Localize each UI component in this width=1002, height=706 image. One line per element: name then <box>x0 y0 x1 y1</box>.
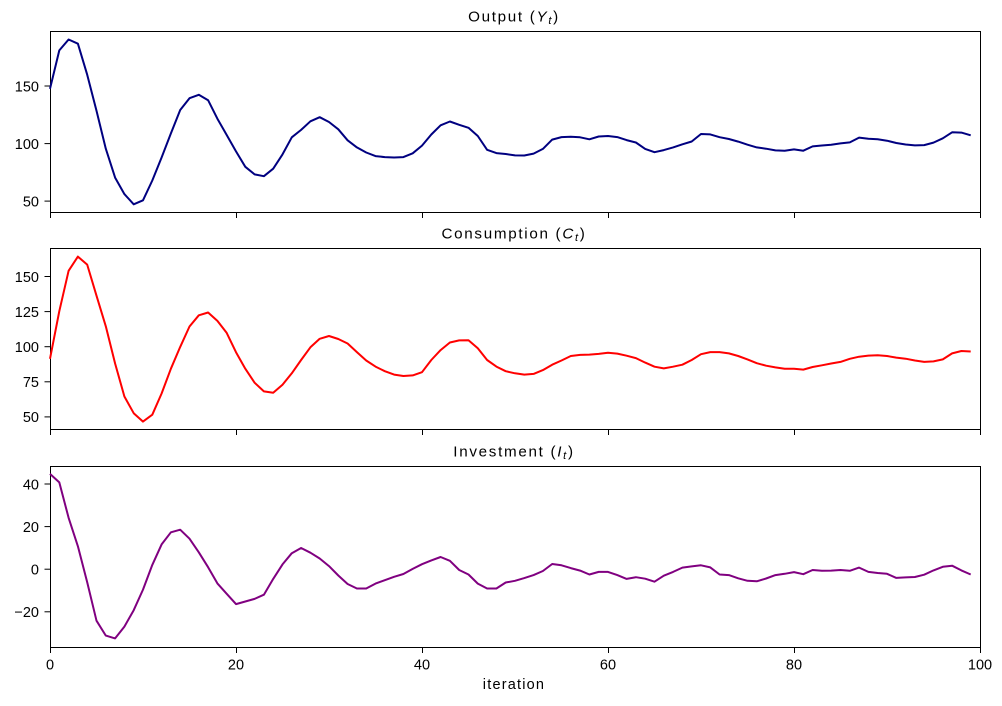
svg-text:0: 0 <box>31 563 39 579</box>
svg-text:20: 20 <box>23 520 39 536</box>
svg-text:40: 40 <box>414 658 430 674</box>
svg-text:125: 125 <box>15 305 39 321</box>
svg-text:150: 150 <box>15 79 39 95</box>
svg-text:−20: −20 <box>14 605 39 621</box>
svg-text:Investment (It): Investment (It) <box>453 444 574 463</box>
svg-text:50: 50 <box>23 194 39 210</box>
svg-text:80: 80 <box>786 658 802 674</box>
svg-text:100: 100 <box>15 340 39 356</box>
svg-text:100: 100 <box>15 137 39 153</box>
svg-text:Output (Yt): Output (Yt) <box>468 8 560 27</box>
svg-text:150: 150 <box>15 270 39 286</box>
svg-text:20: 20 <box>228 658 244 674</box>
svg-text:0: 0 <box>46 658 54 674</box>
svg-text:50: 50 <box>23 410 39 426</box>
svg-text:40: 40 <box>23 477 39 493</box>
svg-text:75: 75 <box>23 375 39 391</box>
svg-text:iteration: iteration <box>483 677 545 693</box>
svg-text:Consumption (Ct): Consumption (Ct) <box>441 226 586 245</box>
svg-text:60: 60 <box>600 658 616 674</box>
svg-text:100: 100 <box>968 658 992 674</box>
